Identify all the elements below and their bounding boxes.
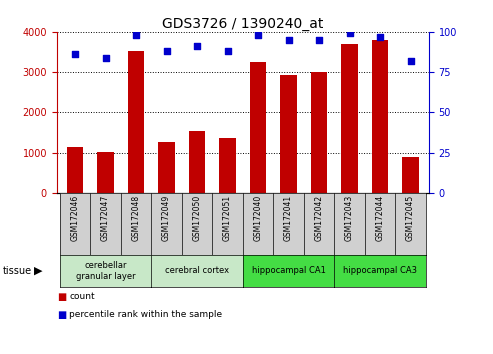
Text: GSM172047: GSM172047	[101, 195, 110, 241]
Text: hippocampal CA1: hippocampal CA1	[251, 266, 325, 275]
Bar	[249, 62, 266, 193]
Text: GSM172042: GSM172042	[315, 195, 323, 241]
Text: cerebral cortex: cerebral cortex	[165, 266, 229, 275]
Text: GSM172049: GSM172049	[162, 195, 171, 241]
Bar	[280, 75, 297, 193]
Text: tissue: tissue	[2, 266, 32, 276]
Text: GSM172043: GSM172043	[345, 195, 354, 241]
Bar	[97, 152, 114, 193]
Text: percentile rank within the sample: percentile rank within the sample	[69, 310, 222, 319]
Text: ■: ■	[57, 292, 66, 302]
Bar	[158, 142, 175, 193]
Point	[315, 37, 323, 43]
Text: GSM172048: GSM172048	[132, 195, 141, 241]
Text: GSM172051: GSM172051	[223, 195, 232, 241]
Point	[193, 44, 201, 49]
Text: GSM172041: GSM172041	[284, 195, 293, 241]
Text: count: count	[69, 292, 95, 301]
Point	[71, 52, 79, 57]
Bar	[402, 157, 419, 193]
Text: GSM172040: GSM172040	[253, 195, 263, 241]
Bar	[67, 147, 83, 193]
Text: GSM172045: GSM172045	[406, 195, 415, 241]
Point	[163, 48, 171, 54]
Point	[224, 48, 232, 54]
Text: GSM172050: GSM172050	[193, 195, 202, 241]
Bar	[341, 44, 358, 193]
Text: ▶: ▶	[34, 266, 42, 276]
Point	[346, 31, 353, 36]
Bar	[189, 131, 206, 193]
Point	[376, 34, 384, 40]
Point	[102, 55, 109, 61]
Bar	[311, 72, 327, 193]
Text: GSM172046: GSM172046	[70, 195, 79, 241]
Text: cerebellar
granular layer: cerebellar granular layer	[76, 261, 135, 280]
Text: hippocampal CA3: hippocampal CA3	[343, 266, 417, 275]
Point	[284, 37, 292, 43]
Bar	[128, 51, 144, 193]
Point	[132, 32, 140, 38]
Text: ■: ■	[57, 310, 66, 320]
Text: GSM172044: GSM172044	[376, 195, 385, 241]
Point	[407, 58, 415, 64]
Bar	[372, 40, 388, 193]
Bar	[219, 138, 236, 193]
Point	[254, 32, 262, 38]
Title: GDS3726 / 1390240_at: GDS3726 / 1390240_at	[162, 17, 323, 31]
